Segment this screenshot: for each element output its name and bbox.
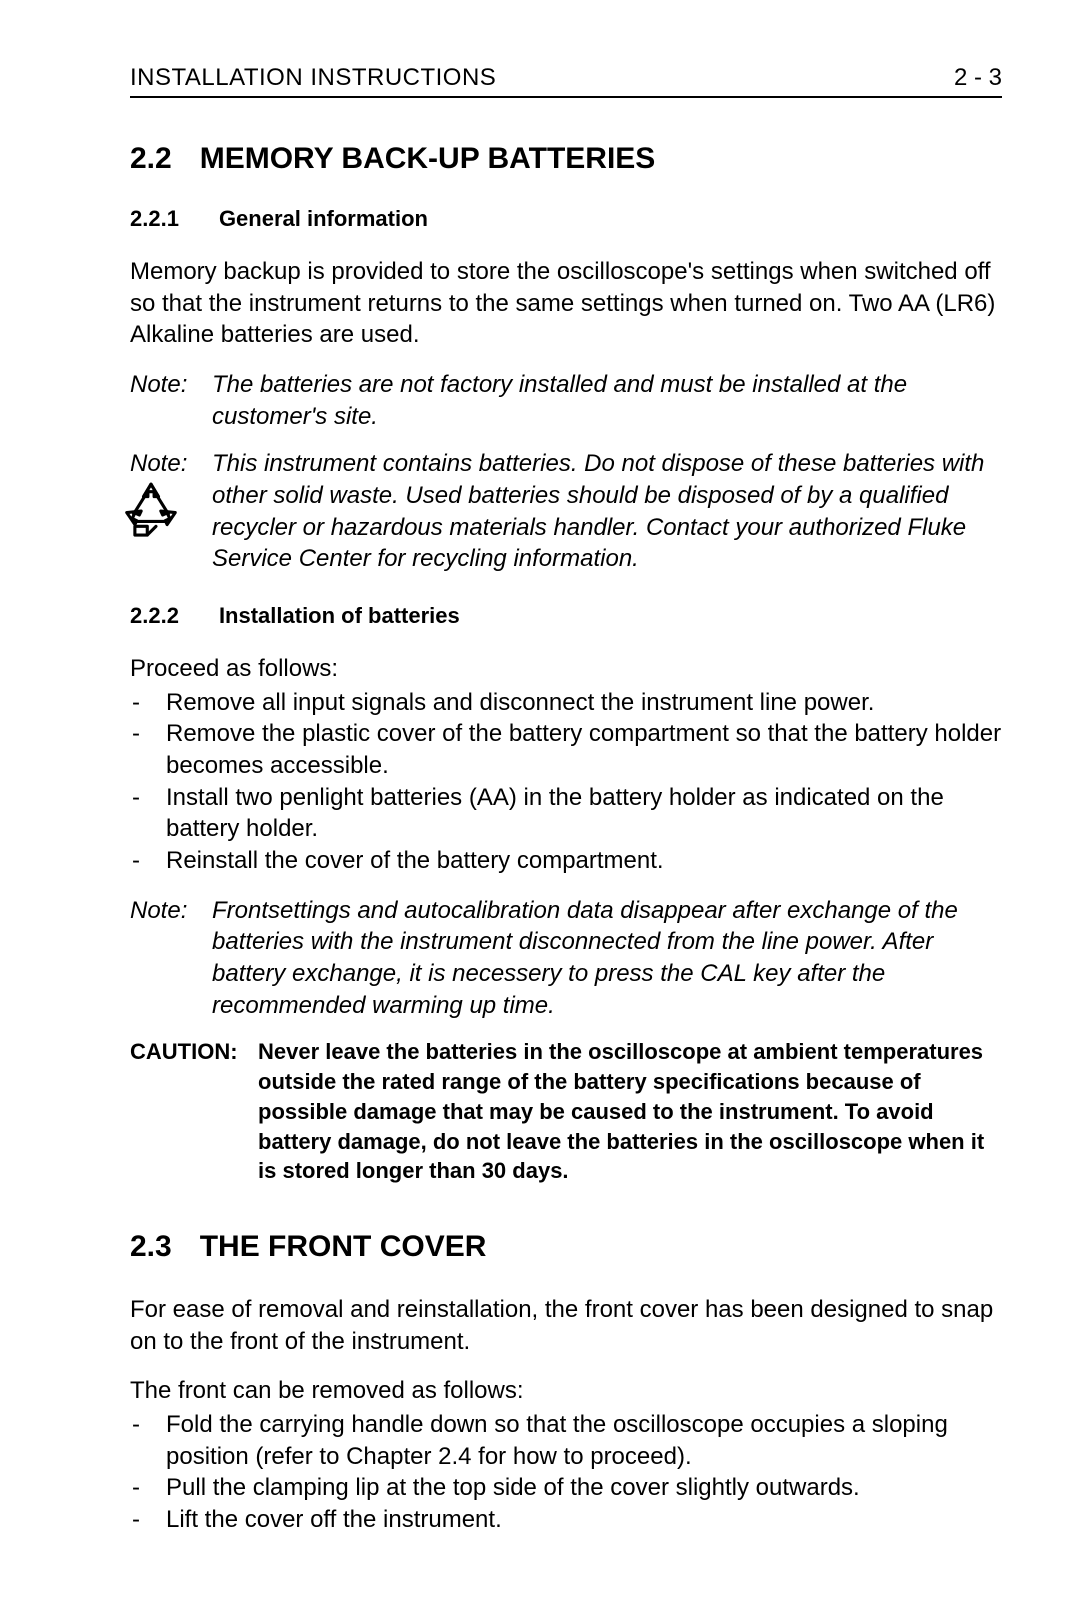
caution-label: CAUTION: (130, 1037, 258, 1185)
caution: CAUTION: Never leave the batteries in th… (130, 1037, 1002, 1185)
paragraph: The front can be removed as follows: (130, 1375, 1002, 1407)
list-item-text: Lift the cover off the instrument. (166, 1504, 1002, 1536)
list-item: - Pull the clamping lip at the top side … (130, 1472, 1002, 1504)
heading-number: 2.2.1 (130, 206, 179, 232)
page-header: INSTALLATION INSTRUCTIONS 2 - 3 (130, 64, 1002, 98)
list-item: - Lift the cover off the instrument. (130, 1504, 1002, 1536)
note-222: Note: Frontsettings and autocalibration … (130, 895, 1002, 1022)
note-1: Note: The batteries are not factory inst… (130, 369, 1002, 432)
heading-number: 2.3 (130, 1230, 172, 1264)
paragraph: Proceed as follows: (130, 653, 1002, 685)
list-item: - Reinstall the cover of the battery com… (130, 845, 1002, 877)
note-body: This instrument contains batteries. Do n… (212, 448, 1002, 575)
heading-text: Installation of batteries (219, 603, 460, 628)
heading-number: 2.2 (130, 142, 172, 176)
bullet-dash: - (130, 687, 166, 719)
heading-text: General information (219, 206, 428, 231)
bullet-dash: - (130, 1472, 166, 1504)
note-body: Frontsettings and autocalibration data d… (212, 895, 1002, 1022)
list-item-text: Reinstall the cover of the battery compa… (166, 845, 1002, 877)
list-item-text: Install two penlight batteries (AA) in t… (166, 782, 1002, 845)
list-item-text: Remove the plastic cover of the battery … (166, 718, 1002, 781)
list-item: - Remove all input signals and disconnec… (130, 687, 1002, 719)
paragraph: For ease of removal and reinstallation, … (130, 1294, 1002, 1357)
heading-2-2-1: 2.2.1 General information (130, 206, 1002, 232)
heading-2-2-2: 2.2.2 Installation of batteries (130, 603, 1002, 629)
list-222: - Remove all input signals and disconnec… (130, 687, 1002, 877)
list-item-text: Remove all input signals and disconnect … (166, 687, 1002, 719)
list-item: - Install two penlight batteries (AA) in… (130, 782, 1002, 845)
note-label: Note: (130, 369, 212, 432)
list-item-text: Fold the carrying handle down so that th… (166, 1409, 1002, 1472)
caution-body: Never leave the batteries in the oscillo… (258, 1037, 1002, 1185)
bullet-dash: - (130, 782, 166, 845)
list-item: - Fold the carrying handle down so that … (130, 1409, 1002, 1472)
header-page-number: 2 - 3 (954, 64, 1002, 92)
recycle-icon (120, 478, 182, 549)
heading-text: THE FRONT COVER (200, 1230, 487, 1263)
header-title: INSTALLATION INSTRUCTIONS (130, 64, 496, 92)
list-item-text: Pull the clamping lip at the top side of… (166, 1472, 1002, 1504)
note-2: Note: (130, 448, 1002, 575)
heading-text: MEMORY BACK-UP BATTERIES (200, 142, 656, 175)
heading-number: 2.2.2 (130, 603, 179, 629)
note-body: The batteries are not factory installed … (212, 369, 1002, 432)
list-item: - Remove the plastic cover of the batter… (130, 718, 1002, 781)
bullet-dash: - (130, 718, 166, 781)
bullet-dash: - (130, 845, 166, 877)
heading-2-2: 2.2 MEMORY BACK-UP BATTERIES (130, 142, 1002, 176)
bullet-dash: - (130, 1504, 166, 1536)
heading-2-3: 2.3 THE FRONT COVER (130, 1230, 1002, 1264)
note-label: Note: (130, 450, 187, 477)
page: INSTALLATION INSTRUCTIONS 2 - 3 2.2 MEMOR… (0, 0, 1080, 1618)
paragraph: Memory backup is provided to store the o… (130, 256, 1002, 351)
list-23: - Fold the carrying handle down so that … (130, 1409, 1002, 1536)
note-label-column: Note: (130, 448, 212, 575)
note-label: Note: (130, 895, 212, 1022)
bullet-dash: - (130, 1409, 166, 1472)
